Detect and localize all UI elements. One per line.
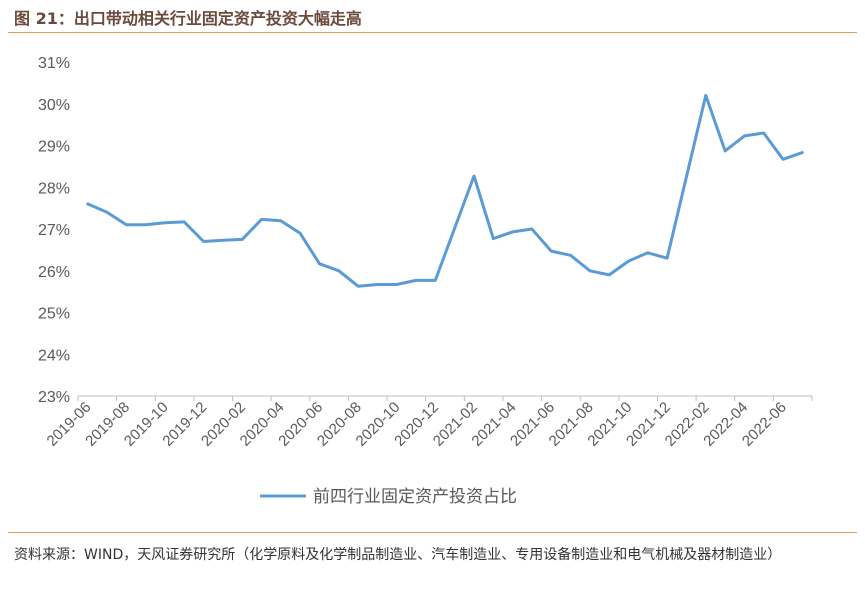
y-axis: 23% 24% 25% 26% 27% 28% 29% 30% 31% [38,55,70,406]
y-tick-label: 23% [38,389,70,406]
y-tick-label: 29% [38,139,70,156]
x-axis: 2019-062019-082019-102019-122020-022020-… [44,395,813,450]
legend-label: 前四行业固定资产投资占比 [313,487,517,506]
series-line [86,93,804,288]
y-tick-label: 30% [38,97,70,114]
y-tick-label: 31% [38,55,70,72]
bottom-divider [8,532,857,533]
y-tick-label: 24% [38,347,70,364]
legend: 前四行业固定资产投资占比 [260,487,517,506]
y-tick-label: 25% [38,306,70,323]
plot-area [86,93,804,288]
y-tick-label: 26% [38,264,70,281]
y-tick-label: 27% [38,222,70,239]
line-chart: 23% 24% 25% 26% 27% 28% 29% 30% 31% 2019-062019-… [38,55,813,506]
source-note: 资料来源：WIND，天风证券研究所（化学原料及化学制品制造业、汽车制造业、专用设… [14,547,782,563]
figure-title: 图 21：出口带动相关行业固定资产投资大幅走高 [14,9,362,28]
y-tick-label: 28% [38,180,70,197]
top-divider [8,32,857,33]
